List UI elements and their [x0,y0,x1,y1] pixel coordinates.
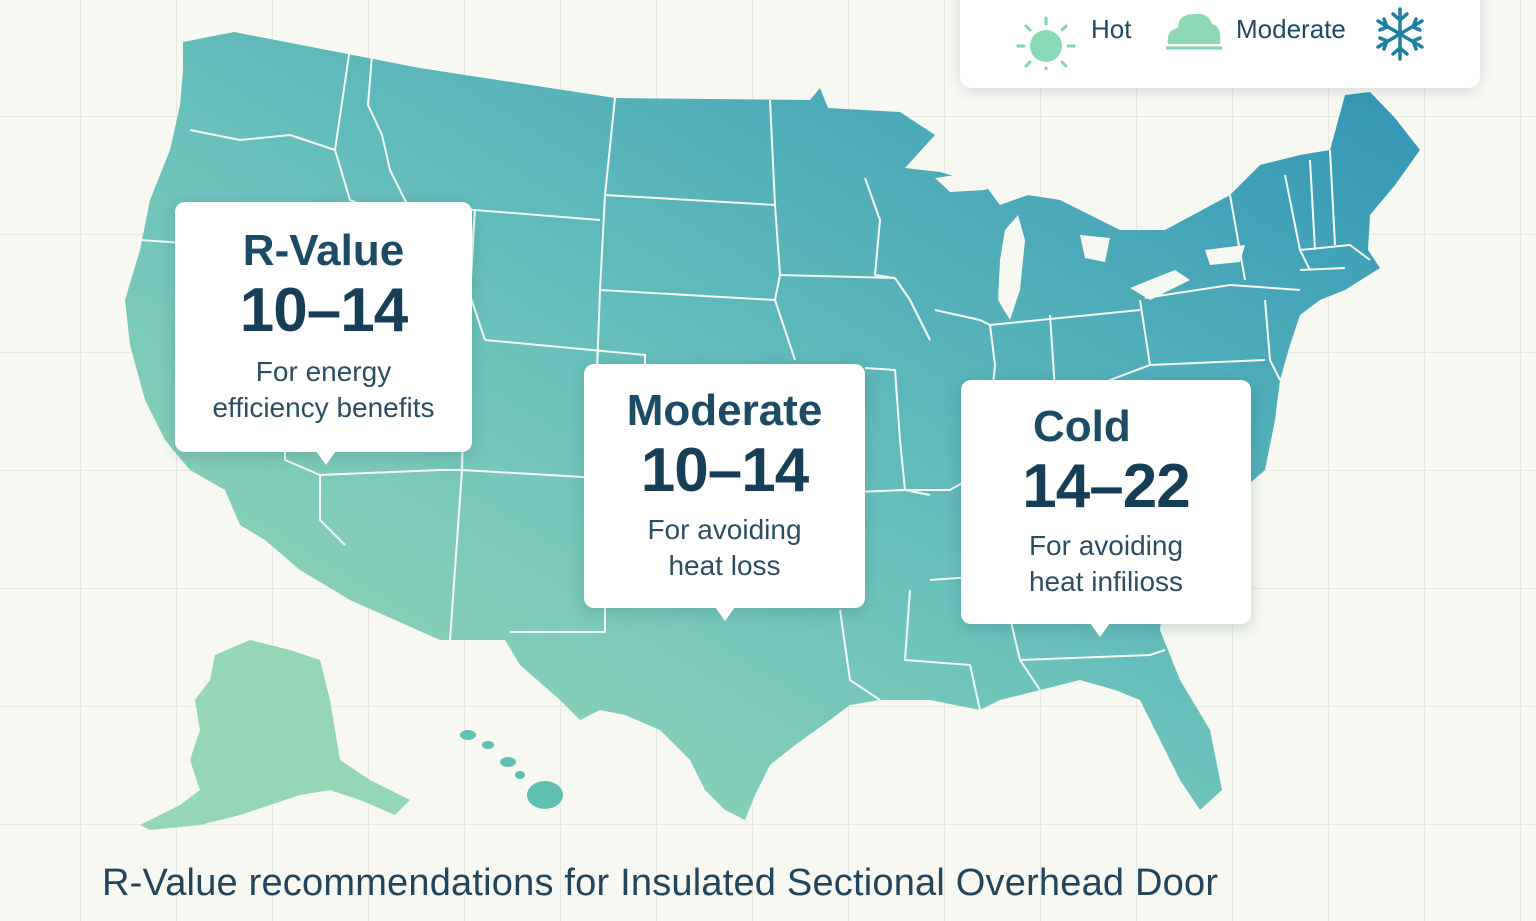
legend-label-moderate: Moderate [1236,14,1346,44]
snowflake-icon [1372,6,1428,62]
great-lakes [935,170,1245,320]
callout-note-line1: For energy [255,356,392,387]
callout-hot-zone: R-Value 10–14 For energy efficiency bene… [175,202,472,465]
cloud-icon [1164,0,1224,50]
callout-note-line2: efficiency benefits [212,392,435,423]
callout-note-line1: For avoiding [647,514,802,545]
callout-r-value-range: 10–14 [640,436,809,505]
callout-moderate-zone: Moderate 10–14 For avoiding heat loss [584,364,865,621]
map-caption-title: R-Value recommendations for Insulated Se… [102,862,1219,904]
alaska-shape [140,640,410,830]
legend-label-hot: Hot [1091,14,1132,44]
callout-zone-label: R-Value [242,226,405,275]
callout-note-line2: heat loss [668,550,781,581]
callout-cold-zone: Cold 14–22 For avoiding heat infilioss [961,380,1251,637]
callout-note-line1: For avoiding [1028,530,1184,561]
hawaii-shape [460,730,563,809]
callout-zone-label: Moderate [626,386,823,435]
callout-note-line2: heat infilioss [1028,566,1184,597]
sun-icon [1010,0,1082,76]
callout-r-value-range: 14–22 [1022,452,1190,521]
callout-zone-label: Cold [1033,402,1131,451]
callout-r-value-range: 10–14 [239,276,408,345]
legend-panel: Hot Moderate [960,0,1480,88]
